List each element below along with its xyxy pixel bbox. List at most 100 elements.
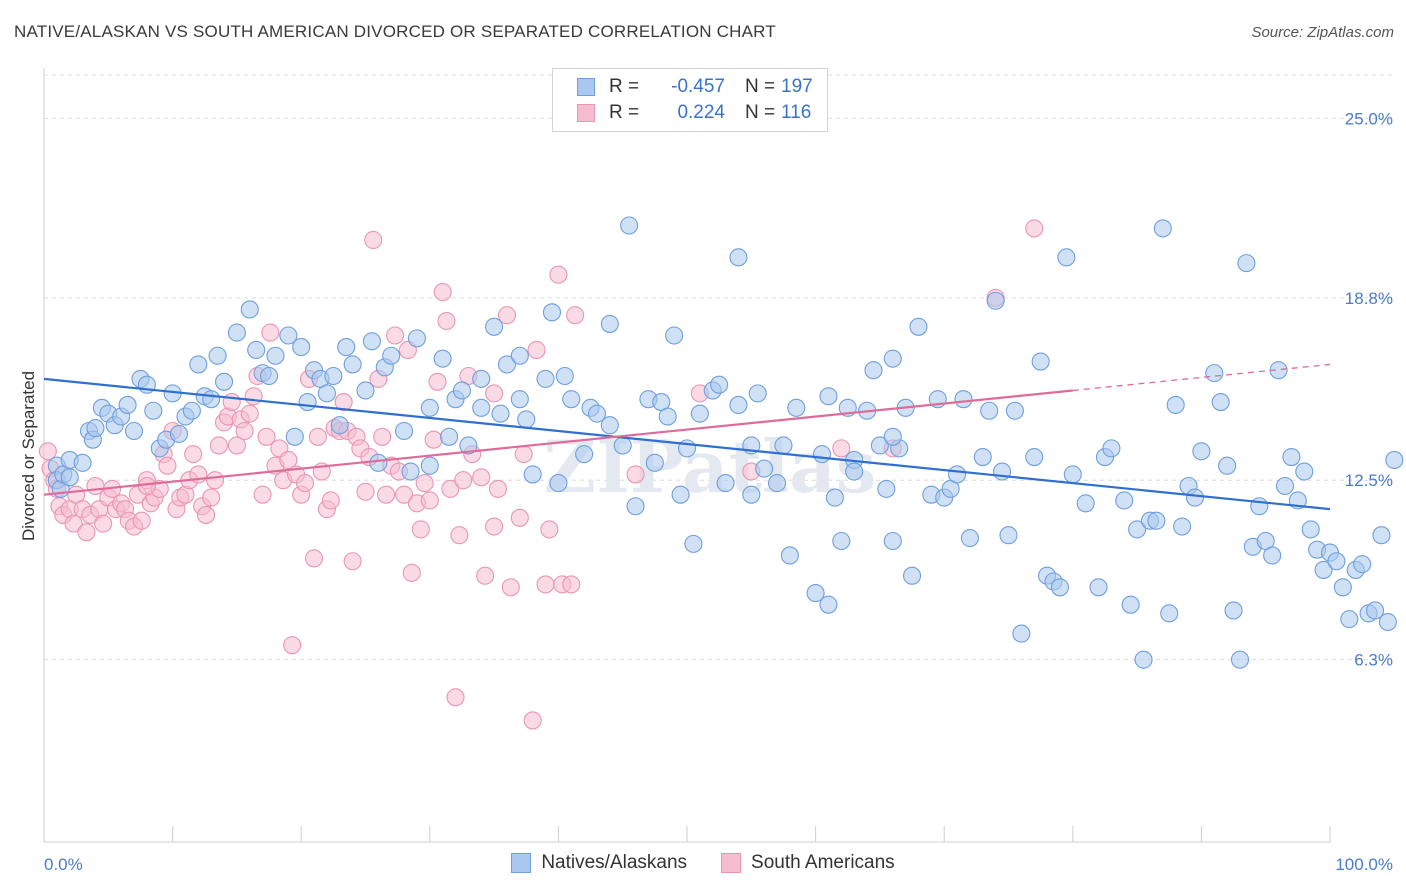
trend-line-south-americans [43,389,1073,496]
n-value: 197 [781,76,813,97]
blue-point-100 [767,474,787,493]
blue-point-133 [1012,624,1031,643]
blue-point-134 [1025,448,1044,467]
y-tick-label-3: 25.0% [1345,109,1393,128]
blue-point-190 [819,595,838,614]
pink-point-103 [485,517,504,536]
pink-point-10 [77,523,96,542]
blue-point-188 [883,427,902,446]
blue-point-46 [343,355,362,374]
blue-point-178 [1333,578,1352,597]
blue-point-102 [780,546,799,565]
gridlines [44,74,1392,661]
blue-point-76 [575,445,594,464]
blue-point-172 [1295,462,1314,481]
blue-point-68 [510,346,529,365]
legend-swatch-blue [577,78,595,96]
r-label: R = [609,76,640,97]
legend-item-natives: Natives/Alaskans [511,852,687,874]
pink-point-48 [240,404,259,423]
pink-point-80 [377,485,396,504]
blue-point-153 [1166,395,1185,415]
blue-point-48 [362,332,381,351]
pink-point-105 [497,306,517,325]
blue-point-85 [645,453,664,472]
y-tick-label-0: 6.3% [1354,651,1393,670]
blue-point-37 [285,427,304,446]
pink-point-89 [415,474,434,493]
blue-point-25 [189,355,208,374]
pink-point-14 [94,514,113,533]
blue-point-44 [330,416,349,435]
y-tick-label-1: 12.5% [1345,471,1393,490]
blue-point-31 [240,300,259,319]
blue-point-82 [620,216,639,235]
blue-point-28 [208,346,227,365]
series-natives-alaskans [47,216,1404,669]
blue-point-129 [986,291,1005,310]
blue-point-53 [401,462,420,481]
blue-point-14 [118,395,137,415]
pink-point-86 [402,563,421,582]
blue-point-154 [1173,517,1192,536]
blue-point-66 [497,355,517,374]
blue-point-71 [536,369,555,388]
y-tick-label-2: 18.8% [1345,289,1393,308]
pink-point-110 [527,340,546,360]
blue-point-147 [1128,520,1147,539]
pink-point-38 [196,505,216,524]
blue-point-27 [202,390,221,409]
n-label: N = [745,76,776,97]
pink-point-57 [279,450,298,469]
pink-point-91 [424,430,443,449]
pink-point-111 [536,575,555,594]
blue-point-35 [266,346,285,365]
legend-label: Natives/Alaskans [541,852,688,873]
blue-point-75 [562,390,581,409]
blue-point-63 [472,398,491,417]
trend-lines [43,363,1331,511]
blue-point-191 [845,462,864,481]
blue-point-34 [259,366,279,386]
blue-point-127 [973,448,992,467]
blue-point-114 [877,479,896,498]
blue-point-158 [1205,364,1224,383]
pink-point-101 [472,468,491,487]
pink-point-49 [244,387,263,406]
pink-point-0 [38,442,57,461]
blue-point-56 [420,398,439,417]
blue-point-24 [182,401,201,420]
blue-point-52 [395,421,414,441]
pink-point-47 [235,421,254,441]
blue-point-43 [324,366,343,386]
legend-swatch-blue [511,853,532,873]
pink-point-124 [485,384,504,403]
blue-point-79 [600,314,619,333]
blue-point-135 [1031,352,1050,371]
pink-point-75 [356,482,375,501]
pink-point-40 [205,471,225,490]
blue-point-144 [1102,439,1121,458]
pink-point-41 [209,436,228,455]
blue-point-150 [1147,511,1166,530]
legend-label: South Americans [751,852,895,873]
blue-point-9 [86,419,105,438]
blue-point-67 [510,390,529,409]
blue-point-162 [1230,650,1250,669]
pink-point-67 [321,491,340,510]
pink-point-109 [523,711,542,730]
pink-point-106 [501,578,520,597]
trend-line-natives [43,377,1331,511]
blue-point-145 [1115,491,1134,510]
blue-point-6 [73,453,92,472]
blue-point-141 [1076,494,1095,513]
blue-point-47 [356,381,375,400]
pink-point-113 [549,265,568,284]
blue-point-139 [1057,248,1076,267]
blue-point-96 [729,395,748,415]
blue-point-78 [587,404,607,423]
pink-point-79 [373,427,392,446]
pink-point-51 [253,485,272,504]
blue-point-18 [144,401,163,420]
blue-point-92 [690,404,709,423]
